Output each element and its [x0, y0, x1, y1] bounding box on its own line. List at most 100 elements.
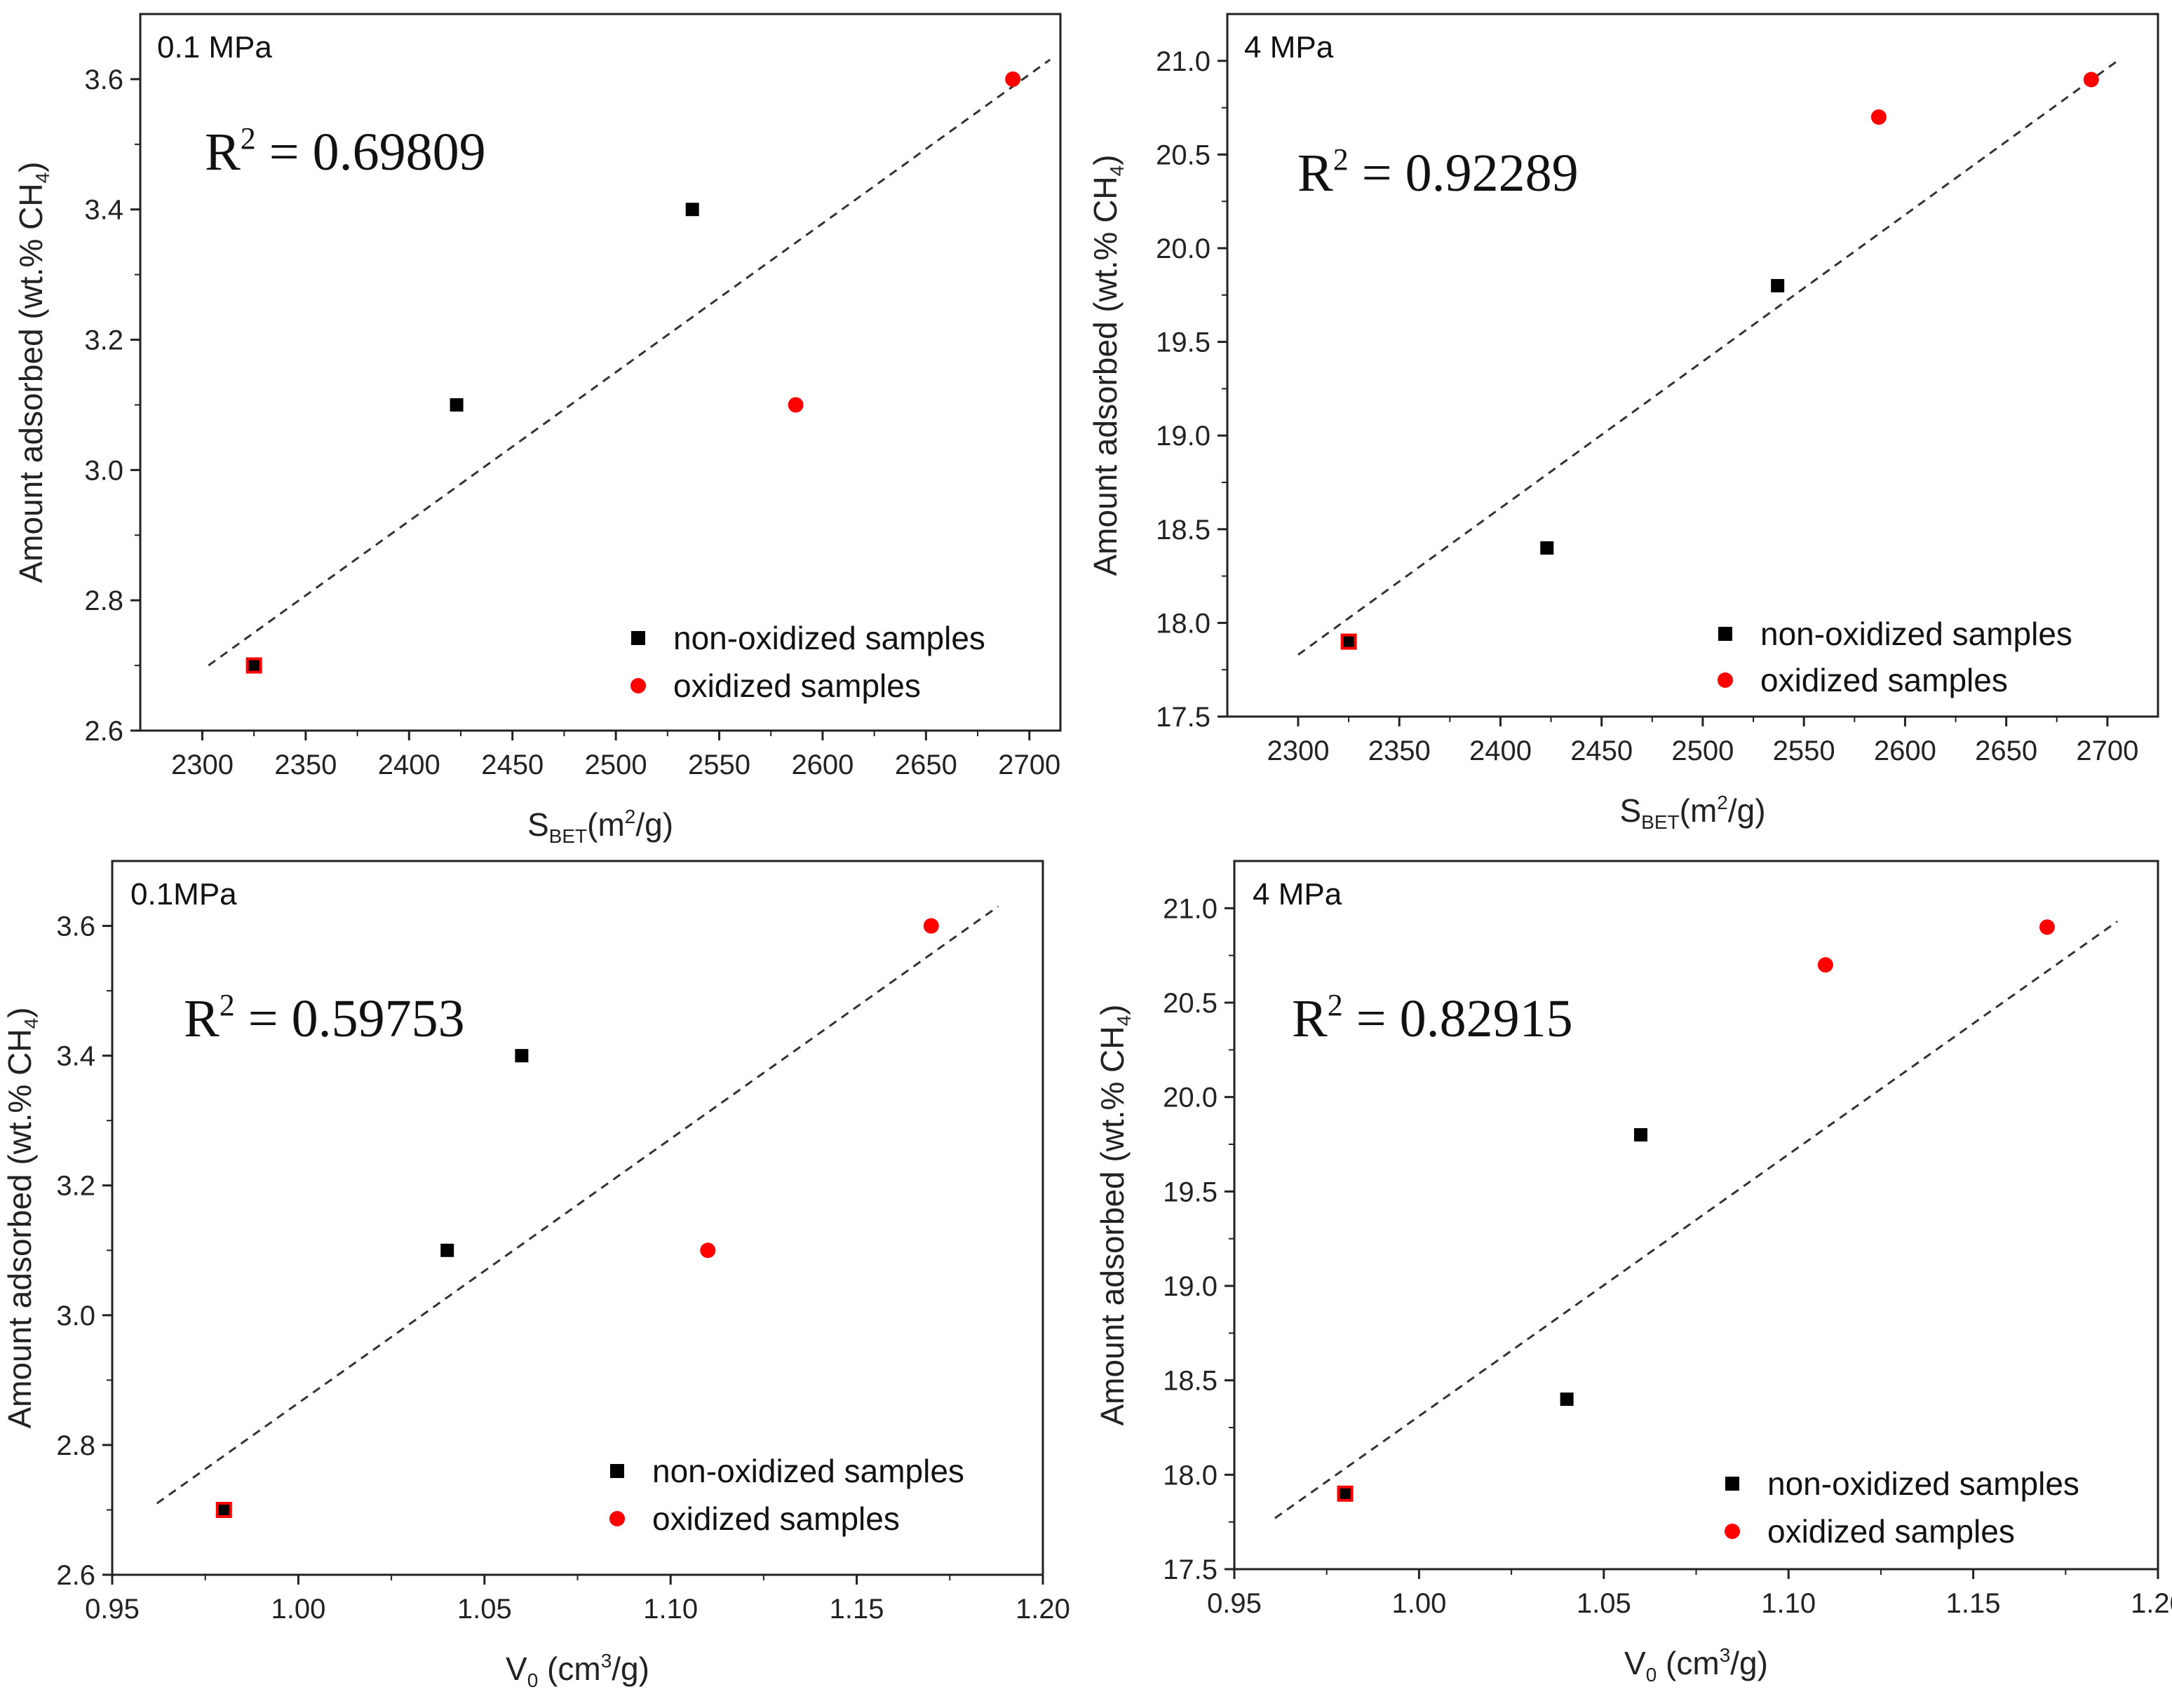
x-axis-title-sub: 0	[527, 1669, 539, 1691]
x-tick-label: 2300	[171, 750, 234, 780]
legend: non-oxidized samples oxidized samples	[609, 1453, 964, 1537]
r-squared-r: R	[184, 989, 220, 1048]
r-squared-sup: 2	[241, 121, 256, 156]
y-tick-label: 19.5	[1163, 1177, 1217, 1207]
chart-panel-2: 2300 2350 2400 2450 2500 2550 2600 2650 2700 17.5…	[1087, 13, 2159, 833]
r-squared-value: = 0.92289	[1349, 144, 1579, 203]
panel-pressure-label: 0.1 MPa	[157, 30, 272, 65]
x-tick-label: 2400	[378, 750, 440, 780]
panel-pressure-label: 4 MPa	[1244, 30, 1334, 65]
y-tick-label: 2.8	[84, 585, 123, 616]
y-axis-title-end: )	[1087, 154, 1124, 165]
x-tick-label: 0.95	[85, 1594, 140, 1625]
data-point-oxidized	[700, 1242, 716, 1259]
plot-frame	[139, 13, 1062, 732]
data-point-oxidized	[2039, 919, 2055, 935]
fit-line	[1274, 920, 2118, 1519]
r-squared-r: R	[205, 123, 241, 182]
legend: non-oxidized samples oxidized samples	[1725, 1465, 2079, 1550]
data-point-oxidized	[1005, 71, 1021, 87]
data-point-non-oxidized	[1340, 633, 1357, 650]
chart-panel-1: 2300 2350 2400 2450 2500 2550 2600 2650 2700 2.6 2…	[13, 13, 1062, 847]
legend-marker-oxidized	[1718, 672, 1733, 688]
x-tick-label: 1.05	[1577, 1588, 1631, 1619]
legend-label-non-oxidized: non-oxidized samples	[673, 620, 985, 656]
r-squared-value: = 0.59753	[235, 989, 465, 1048]
x-axis-title: V0 (cm3/g)	[506, 1650, 649, 1691]
r-squared-annotation: R2 = 0.59753	[184, 988, 465, 1048]
y-axis-title-main: Amount adsorbed (wt.% CH	[1, 1029, 38, 1428]
y-tick-label: 18.0	[1163, 1460, 1217, 1491]
y-tick-label: 2.8	[56, 1430, 95, 1461]
y-tick-label: 19.0	[1163, 1271, 1217, 1302]
x-tick-label: 2600	[791, 750, 854, 780]
legend-label-oxidized: oxidized samples	[673, 667, 921, 704]
y-tick-label: 20.0	[1156, 233, 1210, 264]
y-axis-title-main: Amount adsorbed (wt.% CH	[13, 183, 49, 583]
data-point-non-oxidized	[1771, 278, 1785, 292]
data-point-non-oxidized	[685, 203, 699, 217]
x-tick-label: 2500	[1671, 736, 1734, 766]
y-tick-label: 21.0	[1156, 46, 1210, 77]
x-axis-title-mid: (cm	[538, 1651, 600, 1687]
y-tick-label: 18.0	[1156, 608, 1210, 639]
x-axis-title-mid: (m	[587, 806, 625, 843]
chart-panel-3: 0.95 1.00 1.05 1.10 1.15 1.20 2.6 2.8 3.0 3.2 3.4 3…	[1, 860, 1070, 1691]
data-point-non-oxidized	[440, 1243, 454, 1257]
legend-label-oxidized: oxidized samples	[652, 1500, 900, 1537]
x-tick-label: 2350	[1368, 736, 1431, 766]
y-tick-label: 3.0	[84, 455, 123, 486]
y-tick-label: 20.5	[1156, 140, 1210, 170]
x-tick-label: 1.15	[1946, 1588, 2001, 1619]
x-tick-label: 2400	[1469, 736, 1532, 766]
legend: non-oxidized samples oxidized samples	[1718, 616, 2072, 698]
y-tick-label: 3.4	[56, 1041, 95, 1072]
legend-label-non-oxidized: non-oxidized samples	[1767, 1465, 2079, 1502]
x-tick-label: 2500	[585, 750, 647, 780]
y-axis-title: Amount adsorbed (wt.% CH4)	[13, 161, 53, 583]
fit-line	[208, 58, 1051, 667]
y-tick-label: 21.0	[1163, 893, 1217, 924]
y-tick-label: 19.0	[1156, 421, 1210, 452]
y-tick-label: 18.5	[1163, 1366, 1217, 1397]
plot-frame	[1226, 13, 2159, 718]
data-point-non-oxidized	[1560, 1392, 1574, 1407]
x-tick-label: 2650	[895, 750, 957, 780]
legend-label-non-oxidized: non-oxidized samples	[1760, 616, 2072, 652]
data-point-non-oxidized	[1633, 1128, 1647, 1142]
data-point-oxidized	[1870, 109, 1887, 125]
y-tick-label: 3.2	[56, 1171, 95, 1202]
x-tick-label: 1.00	[271, 1594, 325, 1625]
x-axis-title-main: V	[506, 1651, 527, 1687]
y-axis-title-sub: 4	[32, 172, 53, 184]
x-axis-title-mid: (cm	[1657, 1645, 1719, 1681]
y-tick-label: 17.5	[1163, 1554, 1217, 1585]
r-squared-value: = 0.82915	[1343, 989, 1573, 1048]
x-tick-label: 2450	[481, 750, 544, 780]
y-tick-label: 3.6	[56, 911, 95, 942]
y-tick-label: 3.6	[84, 65, 123, 95]
r-squared-sup: 2	[1328, 988, 1343, 1022]
legend: non-oxidized samples oxidized samples	[630, 620, 985, 704]
x-axis-title-sub: BET	[549, 825, 587, 847]
x-tick-label: 1.10	[1761, 1588, 1816, 1619]
x-axis-title-main: S	[527, 806, 549, 843]
legend-marker-oxidized	[609, 1511, 625, 1526]
y-tick-label: 2.6	[84, 716, 123, 747]
x-tick-label: 1.00	[1391, 1588, 1446, 1619]
y-axis-title-sub: 4	[1106, 165, 1128, 177]
r-squared-annotation: R2 = 0.82915	[1292, 988, 1573, 1048]
data-point-oxidized	[788, 397, 804, 413]
data-point-non-oxidized	[215, 1501, 232, 1518]
fit-line	[1297, 60, 2119, 656]
x-tick-label: 2700	[2076, 736, 2138, 766]
r-squared-sup: 2	[1333, 142, 1349, 177]
legend-marker-non-oxidized	[1725, 1477, 1739, 1491]
x-tick-label: 2700	[998, 750, 1060, 780]
y-axis-title-main: Amount adsorbed (wt.% CH	[1087, 176, 1124, 576]
data-point-non-oxidized	[245, 657, 262, 674]
data-point-non-oxidized	[1337, 1485, 1354, 1502]
legend-label-oxidized: oxidized samples	[1767, 1513, 2015, 1550]
data-point-non-oxidized	[515, 1049, 529, 1063]
x-axis-title: SBET(m2/g)	[527, 806, 673, 847]
